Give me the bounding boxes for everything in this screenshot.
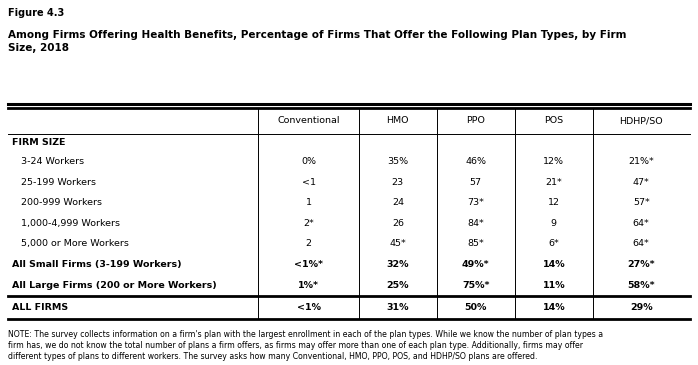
Text: 2: 2 — [306, 239, 311, 248]
Text: POS: POS — [544, 116, 563, 125]
Text: 46%: 46% — [466, 157, 487, 166]
Text: 31%: 31% — [387, 303, 409, 312]
Text: <1%: <1% — [297, 303, 320, 312]
Text: 9: 9 — [551, 219, 557, 227]
Text: ALL FIRMS: ALL FIRMS — [12, 303, 68, 312]
Text: <1%*: <1%* — [294, 260, 323, 269]
Text: 21*: 21* — [545, 178, 562, 187]
Text: 27%*: 27%* — [628, 260, 655, 269]
Text: 29%: 29% — [630, 303, 653, 312]
Text: Among Firms Offering Health Benefits, Percentage of Firms That Offer the Followi: Among Firms Offering Health Benefits, Pe… — [8, 30, 627, 53]
Text: Conventional: Conventional — [277, 116, 340, 125]
Text: 5,000 or More Workers: 5,000 or More Workers — [21, 239, 129, 248]
Text: All Large Firms (200 or More Workers): All Large Firms (200 or More Workers) — [12, 281, 216, 290]
Text: 25%: 25% — [387, 281, 409, 290]
Text: 3-24 Workers: 3-24 Workers — [21, 157, 84, 166]
Text: 0%: 0% — [301, 157, 316, 166]
Text: 1: 1 — [306, 198, 311, 207]
Text: 58%*: 58%* — [628, 281, 655, 290]
Text: 85*: 85* — [468, 239, 484, 248]
Text: 47*: 47* — [633, 178, 650, 187]
Text: 25-199 Workers: 25-199 Workers — [21, 178, 96, 187]
Text: 64*: 64* — [633, 219, 650, 227]
Text: 12%: 12% — [543, 157, 564, 166]
Text: 200-999 Workers: 200-999 Workers — [21, 198, 102, 207]
Text: 1,000-4,999 Workers: 1,000-4,999 Workers — [21, 219, 120, 227]
Text: 6*: 6* — [549, 239, 559, 248]
Text: <1: <1 — [302, 178, 315, 187]
Text: 57: 57 — [470, 178, 482, 187]
Text: 1%*: 1%* — [298, 281, 319, 290]
Text: Figure 4.3: Figure 4.3 — [8, 8, 65, 18]
Text: 26: 26 — [392, 219, 404, 227]
Text: 24: 24 — [392, 198, 404, 207]
Text: FIRM SIZE: FIRM SIZE — [12, 138, 66, 147]
Text: NOTE: The survey collects information on a firm's plan with the largest enrollme: NOTE: The survey collects information on… — [8, 330, 604, 361]
Text: 14%: 14% — [542, 260, 565, 269]
Text: 11%: 11% — [542, 281, 565, 290]
Text: 2*: 2* — [303, 219, 314, 227]
Text: 32%: 32% — [387, 260, 409, 269]
Text: 75%*: 75%* — [462, 281, 489, 290]
Text: 21%*: 21%* — [628, 157, 654, 166]
Text: 35%: 35% — [387, 157, 408, 166]
Text: HMO: HMO — [387, 116, 409, 125]
Text: HDHP/SO: HDHP/SO — [619, 116, 663, 125]
Text: 45*: 45* — [389, 239, 406, 248]
Text: 49%*: 49%* — [462, 260, 489, 269]
Text: 57*: 57* — [633, 198, 650, 207]
Text: 84*: 84* — [468, 219, 484, 227]
Text: 14%: 14% — [542, 303, 565, 312]
Text: All Small Firms (3-199 Workers): All Small Firms (3-199 Workers) — [12, 260, 181, 269]
Text: 12: 12 — [548, 198, 560, 207]
Text: 23: 23 — [392, 178, 404, 187]
Text: PPO: PPO — [466, 116, 485, 125]
Text: 64*: 64* — [633, 239, 650, 248]
Text: 50%: 50% — [465, 303, 487, 312]
Text: 73*: 73* — [468, 198, 484, 207]
